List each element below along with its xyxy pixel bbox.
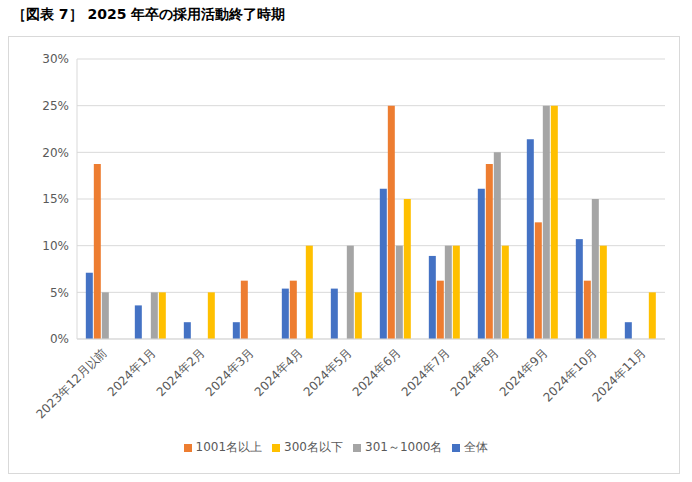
html-text:1001名以上: 1001名以上 xyxy=(195,440,263,454)
svg-text:2024年3月: 2024年3月 xyxy=(203,345,257,399)
svg-text:2024年5月: 2024年5月 xyxy=(301,345,355,399)
svg-text:2024年1月: 2024年1月 xyxy=(105,345,159,399)
svg-text:2024年4月: 2024年4月 xyxy=(252,345,306,399)
html-text:301～1000名: 301～1000名 xyxy=(365,440,443,454)
svg-text:2024年11月: 2024年11月 xyxy=(589,345,648,404)
svg-text:2023年12月以前: 2023年12月以前 xyxy=(33,345,109,421)
svg-text:2024年2月: 2024年2月 xyxy=(154,345,208,399)
html-text:全体: 全体 xyxy=(464,440,489,454)
html-text:300名以下: 300名以下 xyxy=(284,440,343,454)
svg-text:5%: 5% xyxy=(50,286,69,300)
svg-text:15%: 15% xyxy=(42,192,69,206)
svg-text:25%: 25% xyxy=(42,99,69,113)
svg-text:10%: 10% xyxy=(42,239,69,253)
svg-text:20%: 20% xyxy=(42,146,69,160)
svg-text:2024年7月: 2024年7月 xyxy=(399,345,453,399)
svg-text:0%: 0% xyxy=(50,332,69,346)
svg-text:2024年6月: 2024年6月 xyxy=(350,345,404,399)
svg-text:2024年8月: 2024年8月 xyxy=(448,345,502,399)
html-text:［図表 7］ 2025 年卒の採用活動終了時期: ［図表 7］ 2025 年卒の採用活動終了時期 xyxy=(12,6,286,22)
svg-text:2024年10月: 2024年10月 xyxy=(540,345,600,405)
svg-text:30%: 30% xyxy=(42,52,69,66)
svg-text:2024年9月: 2024年9月 xyxy=(496,345,551,400)
